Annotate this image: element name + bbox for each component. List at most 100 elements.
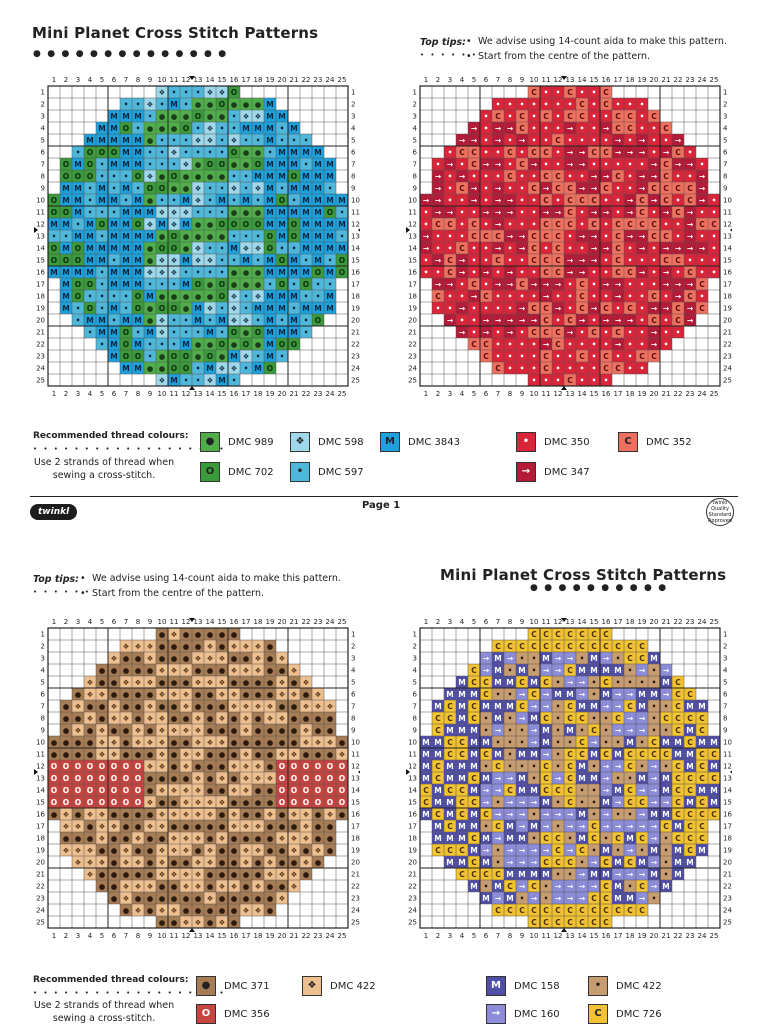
- stitch-cell: [84, 820, 96, 832]
- stitch-cell: [492, 146, 504, 158]
- stitch-symbol: C: [555, 172, 561, 181]
- stitch-symbol: C: [615, 112, 621, 121]
- stitch-symbol: •: [496, 148, 501, 157]
- stitch-cell: [576, 832, 588, 844]
- stitch-symbol: →: [567, 846, 573, 855]
- stitch-symbol: ❖: [279, 714, 286, 723]
- stitch-cell: [444, 712, 456, 724]
- grid-border: [47, 627, 349, 929]
- stitch-cell: [132, 278, 144, 290]
- stitch-cell: [276, 880, 288, 892]
- stitch-cell: [612, 880, 624, 892]
- stitch-symbol: C: [567, 702, 573, 711]
- stitch-symbol: ●: [183, 232, 190, 241]
- stitch-cell: [576, 266, 588, 278]
- stitch-cell: [588, 110, 600, 122]
- stitch-cell: [312, 242, 324, 254]
- stitch-cell: [312, 182, 324, 194]
- stitch-cell: [600, 86, 612, 98]
- stitch-cell: [636, 868, 648, 880]
- stitch-symbol: ●: [267, 798, 274, 807]
- stitch-cell: [612, 820, 624, 832]
- stitch-cell: [252, 170, 264, 182]
- stitch-symbol: ❖: [183, 160, 190, 169]
- stitch-symbol: O: [339, 798, 345, 807]
- stitch-cell: [96, 182, 108, 194]
- stitch-symbol: ●: [195, 822, 202, 831]
- stitch-cell: [120, 676, 132, 688]
- stitch-symbol: ●: [267, 726, 274, 735]
- stitch-cell: [636, 230, 648, 242]
- stitch-cell: [324, 266, 336, 278]
- stitch-symbol: O: [315, 316, 321, 325]
- stitch-symbol: →: [507, 858, 513, 867]
- stitch-cell: [588, 772, 600, 784]
- stitch-symbol: →: [495, 220, 501, 229]
- stitch-cell: [144, 712, 156, 724]
- stitch-cell: [324, 700, 336, 712]
- stitch-cell: [180, 880, 192, 892]
- stitch-cell: [168, 326, 180, 338]
- stitch-cell: [624, 724, 636, 736]
- stitch-cell: [192, 832, 204, 844]
- stitch-symbol: O: [315, 774, 321, 783]
- stitch-symbol: C: [567, 762, 573, 771]
- stitch-symbol: ●: [207, 714, 214, 723]
- stitch-symbol: C: [459, 750, 465, 759]
- stitch-symbol: ●: [291, 858, 298, 867]
- stitch-symbol: C: [639, 642, 645, 651]
- stitch-symbol: C: [651, 316, 657, 325]
- stitch-symbol: •: [484, 184, 489, 193]
- stitch-symbol: M: [194, 304, 201, 313]
- stitch-symbol: C: [543, 256, 549, 265]
- stitch-cell: [432, 712, 444, 724]
- stitch-cell: [696, 266, 708, 278]
- stitch-symbol: →: [459, 136, 465, 145]
- stitch-cell: [480, 880, 492, 892]
- stitch-symbol: ❖: [219, 918, 226, 927]
- stitch-cell: [636, 350, 648, 362]
- row-number: 24: [723, 907, 732, 915]
- stitch-symbol: ❖: [243, 786, 250, 795]
- stitch-cell: [480, 724, 492, 736]
- swatch-dmc-158: M: [486, 976, 506, 996]
- column-number: 24: [698, 618, 707, 626]
- stitch-symbol: →: [555, 894, 561, 903]
- stitch-symbol: ●: [159, 798, 166, 807]
- stitch-symbol: •: [664, 328, 669, 337]
- stitch-cell: [444, 170, 456, 182]
- stitch-cell: [84, 278, 96, 290]
- column-number: 25: [338, 618, 347, 626]
- stitch-cell: [336, 230, 348, 242]
- stitch-cell: [600, 724, 612, 736]
- stitch-cell: [708, 206, 720, 218]
- stitch-cell: [168, 724, 180, 736]
- stitch-symbol: C: [543, 918, 549, 927]
- stitch-symbol: •: [472, 268, 477, 277]
- stitch-cell: [432, 230, 444, 242]
- stitch-symbol: M: [98, 124, 105, 133]
- stitch-symbol: •: [592, 268, 597, 277]
- stitch-cell: [276, 856, 288, 868]
- stitch-cell: [228, 712, 240, 724]
- stitch-cell: [120, 338, 132, 350]
- stitch-symbol: •: [256, 232, 261, 241]
- stitch-symbol: C: [555, 136, 561, 145]
- stitch-symbol: M: [110, 304, 117, 313]
- stitch-symbol: →: [495, 208, 501, 217]
- stitch-symbol: •: [556, 822, 561, 831]
- stitch-cell: [252, 796, 264, 808]
- stitch-symbol: C: [543, 714, 549, 723]
- stitch-symbol: O: [63, 160, 69, 169]
- stitch-symbol: C: [435, 220, 441, 229]
- stitch-symbol: C: [519, 678, 525, 687]
- stitch-cell: [84, 242, 96, 254]
- stitch-symbol: C: [543, 232, 549, 241]
- stitch-symbol: M: [614, 894, 621, 903]
- stitch-symbol: C: [687, 184, 693, 193]
- column-number: 5: [472, 76, 476, 84]
- stitch-symbol: •: [532, 654, 537, 663]
- stitch-cell: [504, 748, 516, 760]
- stitch-cell: [684, 254, 696, 266]
- stitch-symbol: •: [508, 256, 513, 265]
